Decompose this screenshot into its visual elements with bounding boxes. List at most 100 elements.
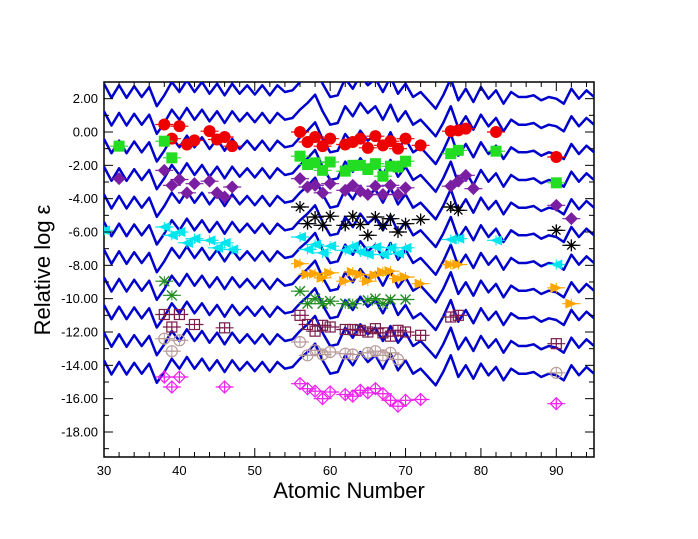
- data-point-star-2: [396, 155, 415, 167]
- data-point-star-4: [343, 210, 362, 223]
- data-point-star-5: [170, 227, 189, 237]
- data-point-star-8: [306, 325, 325, 337]
- data-point-star-1: [389, 142, 407, 155]
- data-point-star-5: [185, 233, 204, 244]
- data-point-star-4: [351, 218, 370, 231]
- data-point-star-8: [389, 324, 407, 336]
- data-point-star-1: [396, 132, 415, 145]
- data-point-star-1: [381, 135, 400, 148]
- data-point-star-2: [336, 165, 355, 177]
- data-point-star-2: [306, 157, 325, 169]
- data-point-star-9: [358, 346, 377, 359]
- data-point-star-2: [373, 170, 392, 182]
- data-point-star-7: [298, 298, 317, 310]
- data-point-star-8: [396, 326, 415, 338]
- data-point-star-4: [366, 211, 385, 223]
- data-point-star-10: [170, 370, 189, 384]
- data-point-star-1: [291, 126, 309, 138]
- data-point-star-3: [110, 172, 129, 186]
- data-point-star-4: [373, 219, 392, 232]
- data-point-star-7: [373, 298, 392, 310]
- data-point-star-10: [321, 385, 340, 399]
- data-point-star-3: [396, 181, 415, 195]
- data-point-star-3: [449, 174, 468, 188]
- data-point-star-5: [215, 237, 234, 248]
- data-point-star-2: [389, 161, 407, 173]
- data-point-star-6: [381, 266, 400, 277]
- data-point-star-4: [336, 219, 355, 232]
- data-point-star-8: [298, 318, 317, 331]
- y-tick-label: -16.00: [61, 391, 98, 406]
- data-point-star-8: [155, 308, 174, 321]
- data-point-star-8: [215, 322, 234, 334]
- data-point-star-1: [185, 134, 204, 147]
- model-line-star-9: [104, 287, 594, 332]
- data-point-star-2: [321, 156, 340, 168]
- data-point-star-3: [215, 190, 234, 204]
- data-point-star-3: [200, 174, 219, 188]
- data-point-star-5: [487, 235, 505, 246]
- data-point-star-6: [396, 272, 415, 282]
- data-point-star-4: [562, 239, 581, 252]
- data-point-star-4: [411, 213, 430, 226]
- data-point-star-10: [547, 396, 566, 411]
- data-point-star-4: [389, 226, 407, 238]
- model-line-star-10: [104, 314, 594, 359]
- y-axis-title-main: Relative log: [30, 220, 55, 335]
- data-point-star-5: [313, 247, 332, 258]
- data-point-star-7: [155, 275, 174, 287]
- data-point-star-8: [449, 309, 468, 321]
- data-point-star-8: [170, 308, 189, 321]
- data-point-star-3: [223, 180, 242, 194]
- data-point-star-6: [351, 269, 370, 280]
- model-line-star-4: [104, 148, 594, 193]
- data-point-star-7: [343, 298, 362, 310]
- data-point-star-6: [411, 278, 430, 289]
- data-point-star-5: [449, 233, 468, 244]
- data-point-star-4: [298, 217, 317, 230]
- model-line-star-5: [104, 176, 594, 221]
- data-point-star-4: [381, 212, 400, 225]
- data-point-star-10: [162, 380, 181, 394]
- data-point-star-8: [321, 321, 340, 333]
- data-point-star-9: [373, 349, 392, 362]
- data-point-star-8: [162, 321, 181, 333]
- data-point-star-5: [306, 239, 325, 250]
- x-tick-label: 60: [323, 463, 337, 478]
- model-line-star-3: [104, 121, 594, 166]
- data-point-star-3: [562, 212, 581, 226]
- data-point-star-6: [547, 282, 566, 293]
- data-point-star-9: [547, 366, 566, 379]
- y-tick-label: 0.00: [73, 125, 98, 140]
- data-point-star-2: [155, 135, 174, 147]
- data-point-star-6: [358, 276, 377, 287]
- model-line-star-1: [104, 82, 594, 110]
- data-point-star-5: [321, 241, 340, 252]
- data-point-star-3: [389, 188, 407, 201]
- data-point-star-1: [200, 125, 219, 138]
- y-tick-label: -4.00: [68, 191, 98, 206]
- data-point-star-5: [177, 237, 196, 248]
- data-point-star-10: [389, 399, 407, 414]
- data-point-star-4: [449, 204, 468, 217]
- data-point-star-10: [373, 386, 392, 401]
- data-point-star-1: [321, 132, 340, 145]
- data-point-star-2: [313, 164, 332, 176]
- data-point-star-2: [162, 152, 181, 164]
- data-point-star-8: [547, 338, 566, 350]
- x-tick-label: 50: [248, 463, 262, 478]
- data-point-star-10: [396, 393, 415, 408]
- data-point-star-2: [358, 164, 377, 175]
- data-point-star-3: [306, 178, 325, 192]
- data-point-star-3: [343, 178, 362, 192]
- axis-ticks: 30 40 50 60 70 80 90 2.00 0.00 -2.00 -4.00 -6.00 -8.…: [61, 81, 594, 478]
- data-point-star-9: [170, 334, 189, 347]
- x-tick-label: 40: [172, 463, 186, 478]
- data-point-star-9: [155, 332, 174, 345]
- data-point-star-7: [162, 289, 181, 301]
- data-point-star-2: [110, 140, 129, 152]
- data-point-star-1: [215, 131, 234, 143]
- data-point-star-8: [343, 323, 362, 336]
- y-tick-label: 2.00: [73, 91, 98, 106]
- data-point-star-4: [396, 217, 415, 230]
